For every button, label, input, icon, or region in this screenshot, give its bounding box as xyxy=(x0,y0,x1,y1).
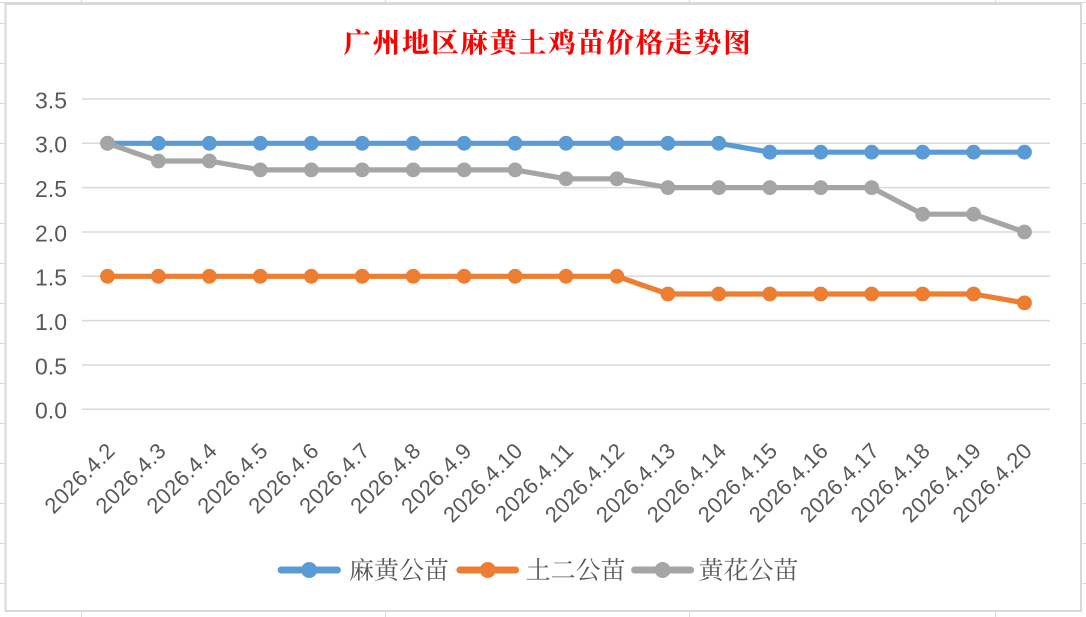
svg-text:0.5: 0.5 xyxy=(35,353,67,379)
svg-text:1.5: 1.5 xyxy=(35,265,67,291)
svg-text:2.5: 2.5 xyxy=(35,176,67,202)
svg-text:3.5: 3.5 xyxy=(35,87,67,113)
svg-text:3.0: 3.0 xyxy=(35,132,67,158)
svg-text:2.0: 2.0 xyxy=(35,220,67,246)
svg-text:0.0: 0.0 xyxy=(35,398,67,424)
svg-text:1.0: 1.0 xyxy=(35,309,67,335)
